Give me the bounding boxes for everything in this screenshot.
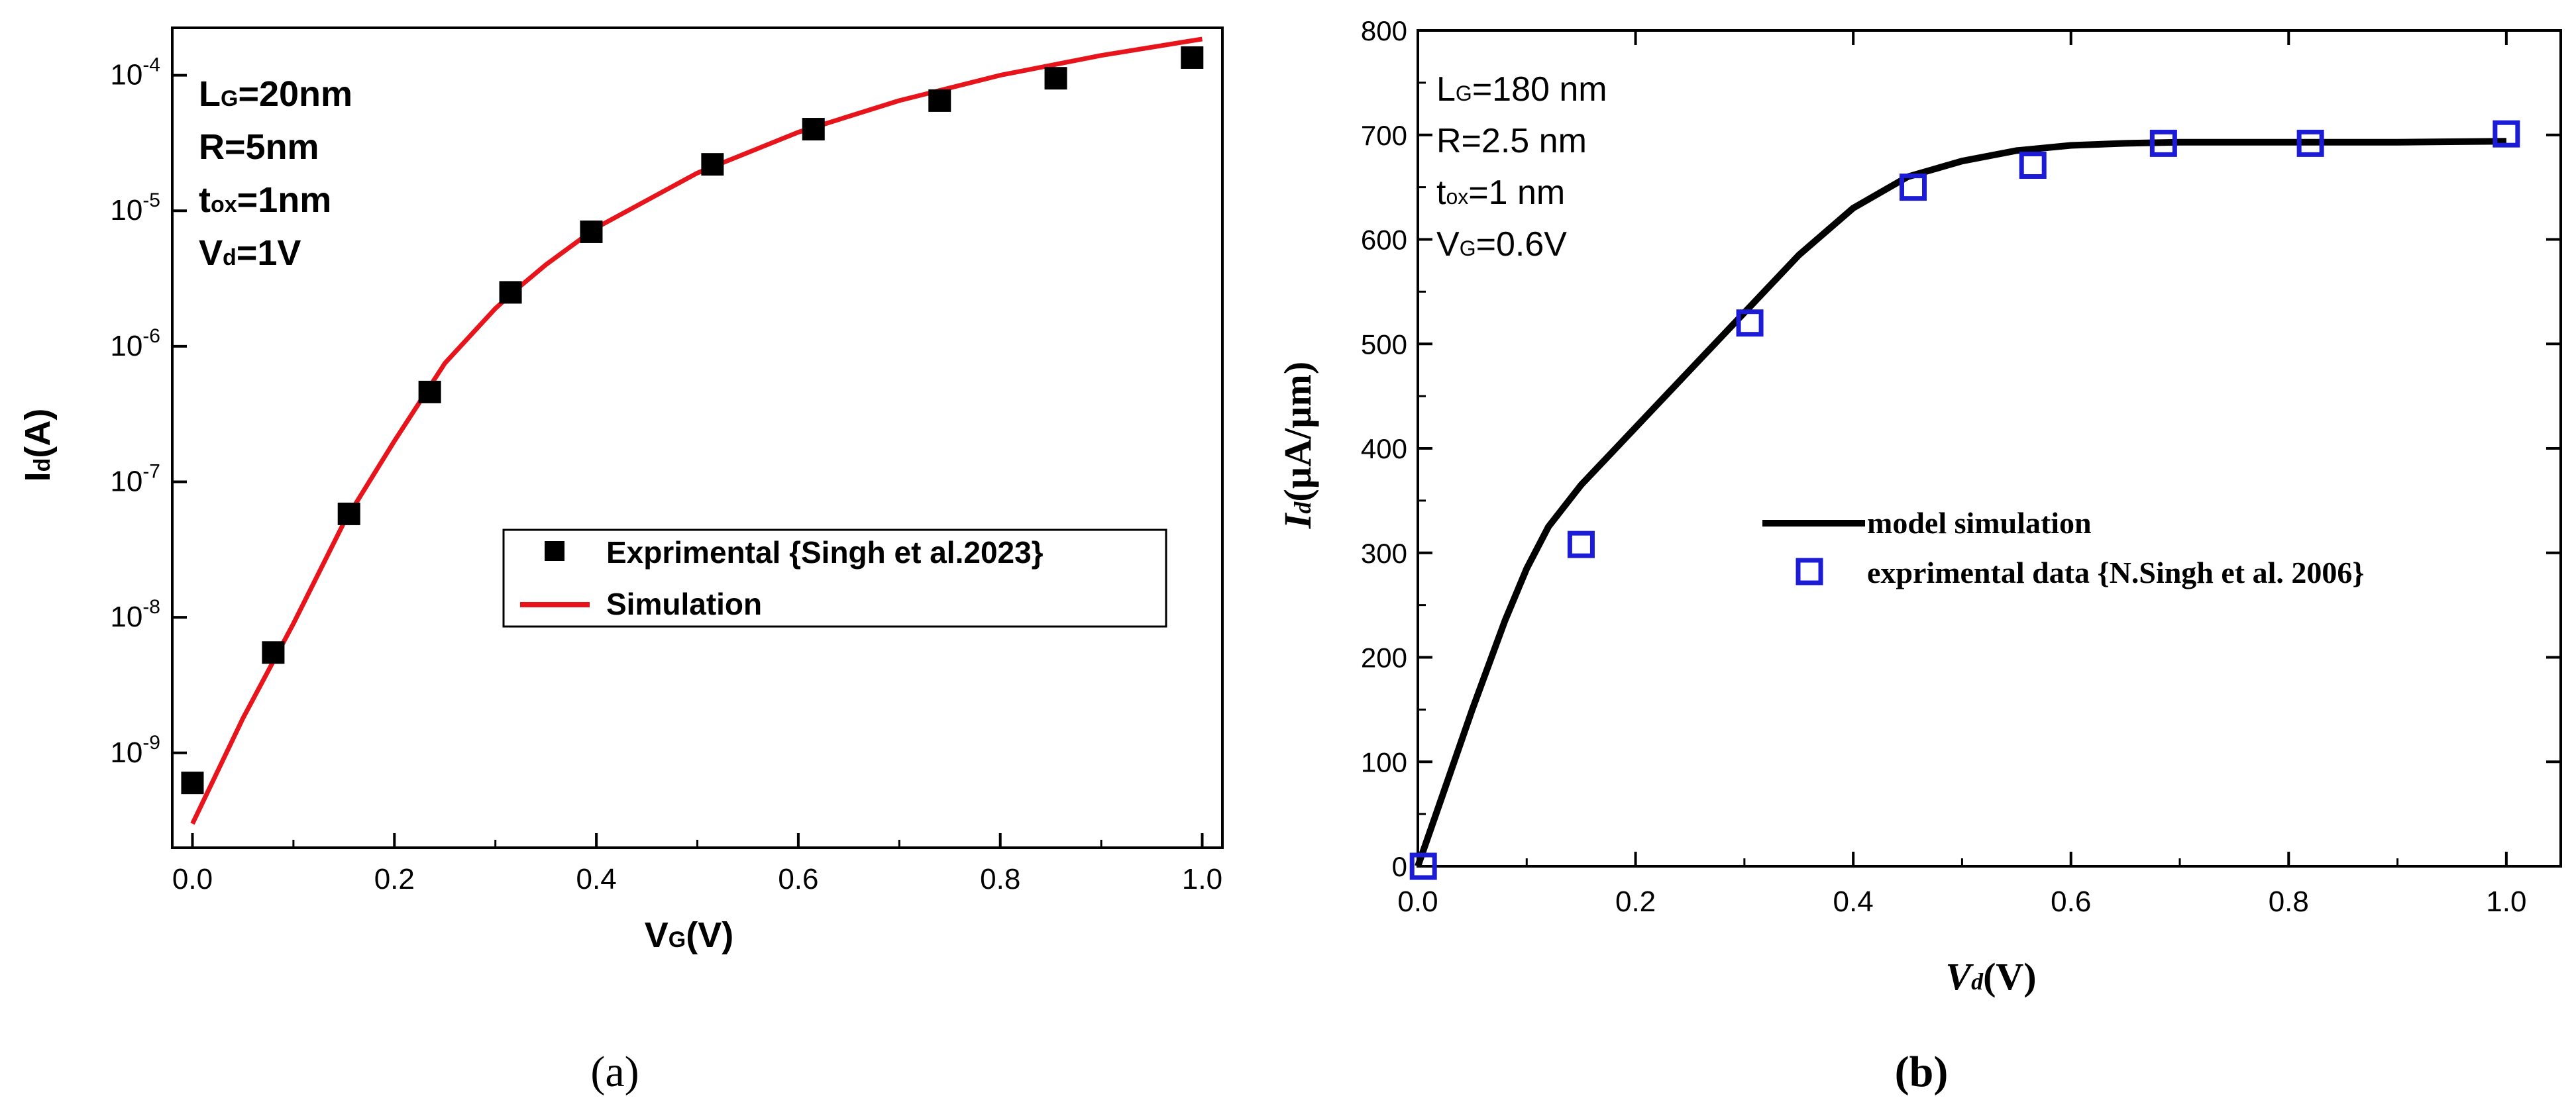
data-point-experimental-b: [2149, 129, 2177, 157]
annotations-a: LG=20nm R=5nm tox=1nm Vd=1V: [199, 74, 352, 273]
annotation-drain-voltage: Vd=1V: [199, 233, 301, 273]
y-tick-label-b: 0: [1392, 851, 1407, 882]
legend-label-experimental-a: Exprimental {Singh et al.2023}: [606, 535, 1044, 570]
annotation-radius-b: R=2.5 nm: [1436, 122, 1587, 160]
x-tick-label-b: 0.2: [1615, 885, 1656, 918]
y-tick-label-b: 500: [1361, 328, 1407, 360]
x-tick-label-a: 0.4: [576, 863, 617, 895]
data-point-experimental-b: [1409, 852, 1437, 880]
data-point-experimental-a: [701, 153, 724, 176]
x-tick-label-b: 1.0: [2486, 885, 2526, 918]
plot-area-b: [1409, 120, 2520, 880]
x-axis-ticks-b: 0.0 0.2 0.4 0.6 0.8 1.0: [1397, 30, 2526, 918]
annotation-gate-length-b: LG=180 nm: [1436, 70, 1607, 109]
data-point-experimental-b: [1736, 309, 1764, 337]
legend-a: Exprimental {Singh et al.2023} Simulatio…: [502, 529, 1167, 628]
x-tick-label-b: 0.4: [1833, 885, 1874, 918]
annotation-oxide-thickness-b: tox=1 nm: [1436, 174, 1565, 212]
data-point-experimental-a: [580, 220, 603, 243]
chart-panel-b: 0.0 0.2 0.4 0.6 0.8 1.0 0 100 200 300 400 500 600 70…: [1276, 15, 2562, 1096]
data-point-experimental-a: [418, 380, 441, 403]
x-tick-label-a: 0.2: [374, 863, 415, 895]
panel-label-a: (a): [590, 1048, 639, 1096]
data-point-experimental-a: [802, 118, 825, 141]
series-simulation-line-a: [190, 36, 1203, 825]
legend-label-simulation-a: Simulation: [606, 587, 762, 621]
y-tick-label-a: 10-8: [110, 596, 160, 633]
x-tick-label-b: 0.8: [2269, 885, 2309, 918]
legend-marker-experimental-b: [1796, 558, 1823, 585]
x-axis-label-a: VG(V): [645, 915, 733, 955]
annotation-gate-voltage-b: VG=0.6V: [1436, 225, 1567, 264]
series-model-simulation-line-b: [1415, 138, 2506, 868]
y-tick-label-b: 800: [1361, 15, 1407, 46]
annotation-oxide-thickness: tox=1nm: [199, 180, 331, 220]
x-tick-label-b: 0.6: [2051, 885, 2091, 918]
y-axis-label-a: Id(A): [18, 409, 58, 482]
y-tick-label-b: 300: [1361, 538, 1407, 569]
x-axis-ticks-a: 0.0 0.2 0.4 0.6 0.8 1.0: [172, 833, 1222, 895]
panel-label-b: (b): [1895, 1048, 1949, 1096]
y-tick-label-a: 10-5: [110, 189, 160, 227]
y-axis-label-b: Id(µA/µm): [1276, 362, 1319, 529]
legend-label-simulation-b: model simulation: [1867, 506, 2092, 540]
data-point-experimental-b: [1567, 530, 1595, 558]
data-point-experimental-b: [1900, 174, 1927, 201]
y-tick-label-a: 10-6: [110, 325, 160, 362]
data-point-experimental-a: [262, 641, 285, 664]
data-point-experimental-a: [337, 502, 360, 525]
x-tick-label-b: 0.0: [1397, 885, 1438, 918]
data-point-experimental-a: [1044, 67, 1067, 90]
data-point-experimental-a: [1181, 46, 1204, 69]
legend-b: model simulation exprimental data {N.Sin…: [1762, 506, 2365, 589]
data-point-experimental-b: [2019, 151, 2047, 179]
data-point-experimental-a: [928, 89, 951, 112]
y-tick-label-a: 10-4: [110, 54, 160, 91]
y-tick-label-b: 700: [1361, 120, 1407, 151]
data-point-experimental-a: [181, 772, 204, 795]
y-axis-ticks-a: 10-9 10-8 10-7 10-6 10-5 10-4: [110, 54, 187, 769]
y-tick-label-a: 10-7: [110, 461, 160, 498]
annotation-gate-length: LG=20nm: [199, 74, 352, 114]
y-tick-label-b: 200: [1361, 642, 1407, 674]
y-tick-label-b: 600: [1361, 225, 1407, 256]
y-tick-label-b: 400: [1361, 433, 1407, 464]
legend-box-a: [502, 529, 1167, 628]
data-point-experimental-a: [499, 281, 522, 304]
x-tick-label-a: 0.8: [980, 863, 1020, 895]
y-tick-label-a: 10-9: [110, 732, 160, 769]
y-axis-ticks-b: 0 100 200 300 400 500 600 700 800: [1361, 15, 2561, 882]
plot-frame-a: [171, 26, 1224, 849]
x-tick-label-a: 0.0: [172, 863, 213, 895]
legend-label-experimental-b: exprimental data {N.Singh et al. 2006}: [1867, 556, 2365, 589]
chart-panel-a: 0.0 0.2 0.4 0.6 0.8 1.0 10-910-810-710-610-51…: [18, 26, 1224, 1096]
x-tick-label-a: 0.6: [778, 863, 818, 895]
legend-marker-experimental-a: [545, 541, 564, 561]
annotation-radius: R=5nm: [199, 127, 319, 167]
data-point-experimental-b: [2493, 120, 2520, 148]
plot-area-a: [181, 36, 1204, 825]
x-axis-label-b: Vd(V): [1945, 955, 2036, 998]
x-tick-label-a: 1.0: [1182, 863, 1222, 895]
data-point-experimental-b: [2296, 129, 2324, 157]
annotations-b: LG=180 nm R=2.5 nm tox=1 nm VG=0.6V: [1436, 70, 1607, 264]
y-tick-label-b: 100: [1361, 746, 1407, 778]
